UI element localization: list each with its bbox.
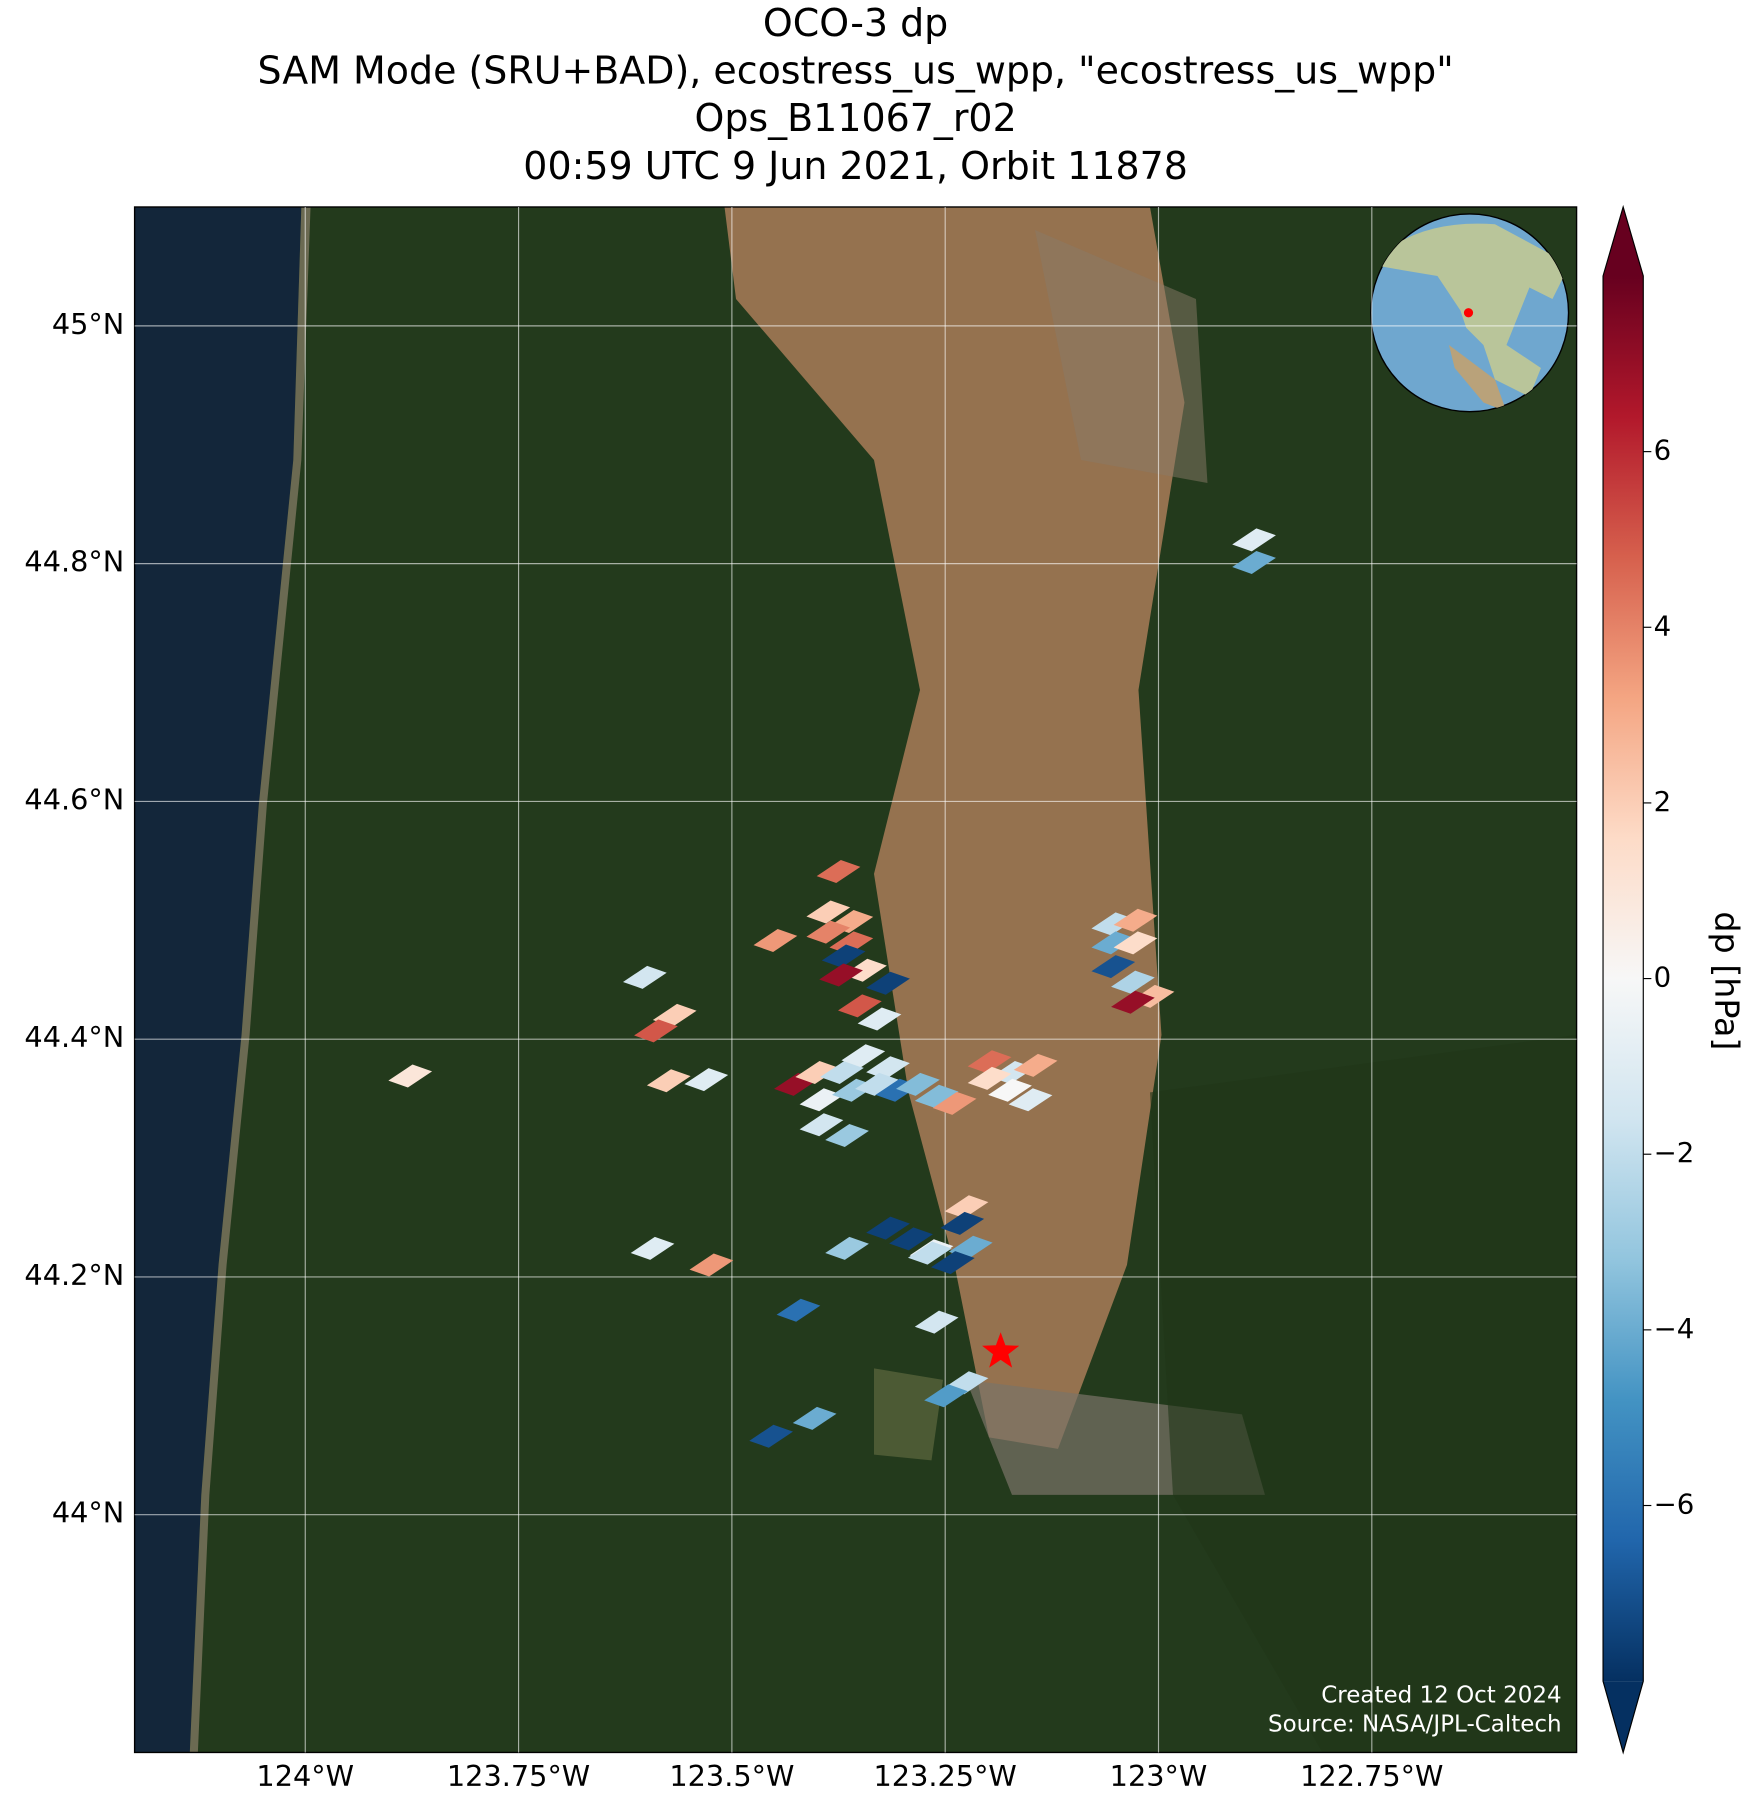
footprint — [896, 1072, 940, 1096]
footprint — [866, 1216, 910, 1240]
footprint — [988, 1078, 1032, 1102]
footprint — [841, 1044, 886, 1068]
colorbar-tick-label: 6 — [1654, 434, 1672, 467]
colorbar-tick-label: 2 — [1654, 785, 1672, 818]
colorbar-tick-label: −2 — [1654, 1136, 1695, 1169]
footprint — [1111, 990, 1155, 1014]
footprint — [806, 900, 851, 924]
colorbar-tick-label: 0 — [1654, 961, 1672, 994]
colorbar-tick-label: −4 — [1654, 1312, 1695, 1345]
x-tick-label: 123.25°W — [874, 1759, 1017, 1793]
colorbar-tick-label: −6 — [1654, 1488, 1695, 1521]
footprint — [857, 1007, 902, 1031]
footprint — [914, 1084, 959, 1108]
colorbar-tick-label: 4 — [1654, 609, 1672, 642]
footprint — [1232, 550, 1276, 574]
satellite-background — [134, 206, 1577, 1753]
footprint — [924, 1384, 968, 1408]
footprints — [388, 528, 1276, 1448]
footprint — [932, 1091, 977, 1115]
footprint — [776, 1298, 821, 1322]
footprint — [646, 1069, 691, 1093]
y-tick-label: 44.6°N — [24, 782, 124, 816]
colorbar-frame — [1602, 204, 1644, 1755]
map-frame — [133, 206, 1578, 1754]
footprint — [819, 963, 863, 987]
footprint — [795, 1060, 840, 1084]
footprint — [630, 1236, 675, 1260]
footprint — [825, 1123, 869, 1147]
footprint — [855, 1072, 899, 1096]
colorbar — [1603, 275, 1644, 1682]
footprint — [1232, 528, 1276, 552]
chart-title: OCO-3 dp — [763, 1, 948, 45]
footprint — [792, 1406, 837, 1430]
footprint — [816, 860, 861, 884]
footprint — [634, 1019, 678, 1043]
footprint — [806, 920, 851, 944]
target-marker — [982, 1332, 1020, 1368]
footprint — [914, 1310, 959, 1334]
globe-target — [1463, 308, 1474, 318]
y-tick-label: 44.4°N — [24, 1020, 124, 1054]
footprint — [931, 1251, 975, 1275]
footprint — [967, 1066, 1012, 1090]
footprint — [940, 1211, 985, 1235]
footprint — [623, 965, 667, 989]
footprint — [689, 1253, 734, 1277]
credit-text: Source: NASA/JPL-Caltech — [1268, 1711, 1562, 1737]
x-tick-label: 122.75°W — [1300, 1759, 1443, 1793]
footprint — [821, 944, 866, 968]
colorbar-extend-min — [1603, 1681, 1644, 1753]
footprint — [749, 1424, 793, 1448]
footprint — [1091, 931, 1136, 955]
footprint — [1013, 1053, 1058, 1077]
footprint — [652, 1003, 697, 1027]
y-tick-label: 44°N — [52, 1496, 124, 1530]
footprint — [1008, 1088, 1053, 1112]
footprint — [907, 1241, 952, 1265]
chart-title: 00:59 UTC 9 Jun 2021, Orbit 11878 — [523, 144, 1188, 188]
footprint — [1113, 908, 1158, 932]
chart-title: Ops_B11067_r02 — [694, 96, 1016, 140]
footprint — [967, 1050, 1012, 1074]
x-tick-label: 124°W — [256, 1759, 354, 1793]
footprint — [388, 1064, 433, 1088]
footprint — [753, 928, 798, 952]
footprint — [799, 1113, 844, 1137]
footprint — [838, 994, 882, 1018]
footprint — [684, 1068, 729, 1092]
footprint — [866, 1056, 910, 1080]
colorbar-extend-max — [1603, 206, 1644, 276]
y-tick-label: 44.8°N — [24, 545, 124, 579]
x-tick-label: 123.5°W — [669, 1759, 794, 1793]
footprint — [825, 1236, 869, 1260]
y-tick-label: 44.2°N — [24, 1258, 124, 1292]
footprint — [944, 1195, 989, 1219]
y-tick-label: 45°N — [52, 307, 124, 341]
footprint — [820, 1060, 864, 1084]
footprint — [1111, 970, 1155, 994]
chart-title: SAM Mode (SRU+BAD), ecostress_us_wpp, "e… — [258, 49, 1454, 93]
footprint — [1091, 955, 1136, 979]
x-tick-label: 123.75°W — [447, 1759, 590, 1793]
footprint — [1113, 931, 1158, 955]
x-tick-label: 123°W — [1110, 1759, 1208, 1793]
footprint — [889, 1227, 933, 1251]
footprint — [799, 1088, 844, 1112]
colorbar-label: dp [hPa] — [1707, 911, 1746, 1050]
credit-text: Created 12 Oct 2024 — [1321, 1683, 1561, 1709]
footprint — [866, 971, 910, 995]
